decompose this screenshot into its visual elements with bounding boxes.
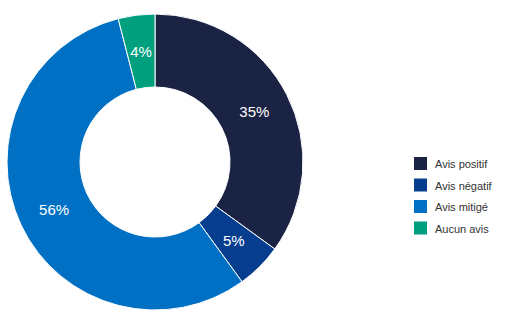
legend-swatch (414, 179, 427, 192)
data-label: 35% (239, 103, 269, 120)
data-label: 4% (130, 43, 152, 60)
legend-swatch (414, 200, 427, 213)
slice (155, 14, 303, 249)
legend-label: Avis négatif (435, 180, 493, 192)
donut (7, 14, 303, 310)
legend-item: Avis mitigé (414, 200, 488, 213)
data-labels: 35% 5% 56% 4% (39, 43, 269, 249)
legend-item: Avis positif (414, 157, 488, 170)
legend-label: Avis mitigé (435, 201, 488, 213)
legend-swatch (414, 157, 427, 170)
chart: 35% 5% 56% 4% Avis positif Avis négatif Avis m… (0, 0, 507, 320)
legend: Avis positif Avis négatif Avis mitigé Aucun… (414, 157, 493, 235)
legend-item: Aucun avis (414, 222, 489, 235)
slice (118, 14, 155, 89)
slice (7, 19, 242, 310)
data-label: 56% (39, 201, 69, 218)
data-label: 5% (223, 232, 245, 249)
legend-label: Avis positif (435, 158, 488, 170)
legend-item: Avis négatif (414, 179, 493, 192)
legend-swatch (414, 222, 427, 235)
legend-label: Aucun avis (435, 223, 489, 235)
